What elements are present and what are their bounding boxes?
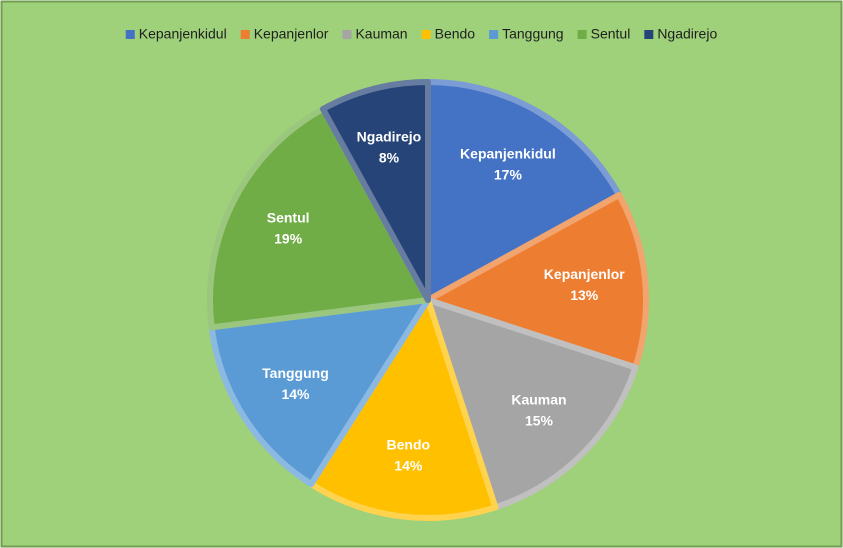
legend-label: Kepanjenkidul [139,26,227,42]
legend-swatch [240,30,250,39]
slice-category-label: Tanggung [262,365,329,381]
legend-label: Ngadirejo [657,26,717,42]
legend-label: Kepanjenlor [254,26,329,42]
legend-swatch [577,30,587,39]
legend-swatch [421,30,431,39]
pie-slice [208,297,431,488]
slice-value-label: 19% [274,230,303,246]
legend: Kepanjenkidul Kepanjenlor Kauman Bendo Tangg… [125,26,717,42]
slice-value-label: 14% [394,457,423,473]
slice-category-label: Ngadirejo [357,129,422,145]
slice-category-label: Kauman [511,392,566,408]
slice-category-label: Bendo [387,436,431,452]
legend-label: Bendo [435,26,476,42]
legend-label: Tanggung [502,26,564,42]
pie-slice [425,79,623,303]
pie: Kepanjenkidul 17% Kepanjenlor 13% Kauman 15% B… [207,79,649,521]
legend-swatch [644,30,654,39]
slice-value-label: 17% [494,167,523,183]
slice-value-label: 15% [525,413,554,429]
legend-swatch [342,30,352,39]
slice-category-label: Kepanjenkidul [460,146,556,162]
legend-label: Sentul [591,26,631,42]
slice-category-label: Sentul [267,209,310,225]
legend-label: Kauman [355,26,407,42]
legend-swatch [125,30,135,39]
slice-value-label: 13% [570,287,599,303]
pie-slice [308,297,499,521]
slice-value-label: 14% [281,386,310,402]
slice-value-label: 8% [379,150,400,166]
legend-swatch [489,30,499,39]
slice-category-label: Kepanjenlor [544,266,625,282]
pie-slice [319,79,431,303]
pie-slice [425,191,649,371]
pie-slice [207,105,431,331]
